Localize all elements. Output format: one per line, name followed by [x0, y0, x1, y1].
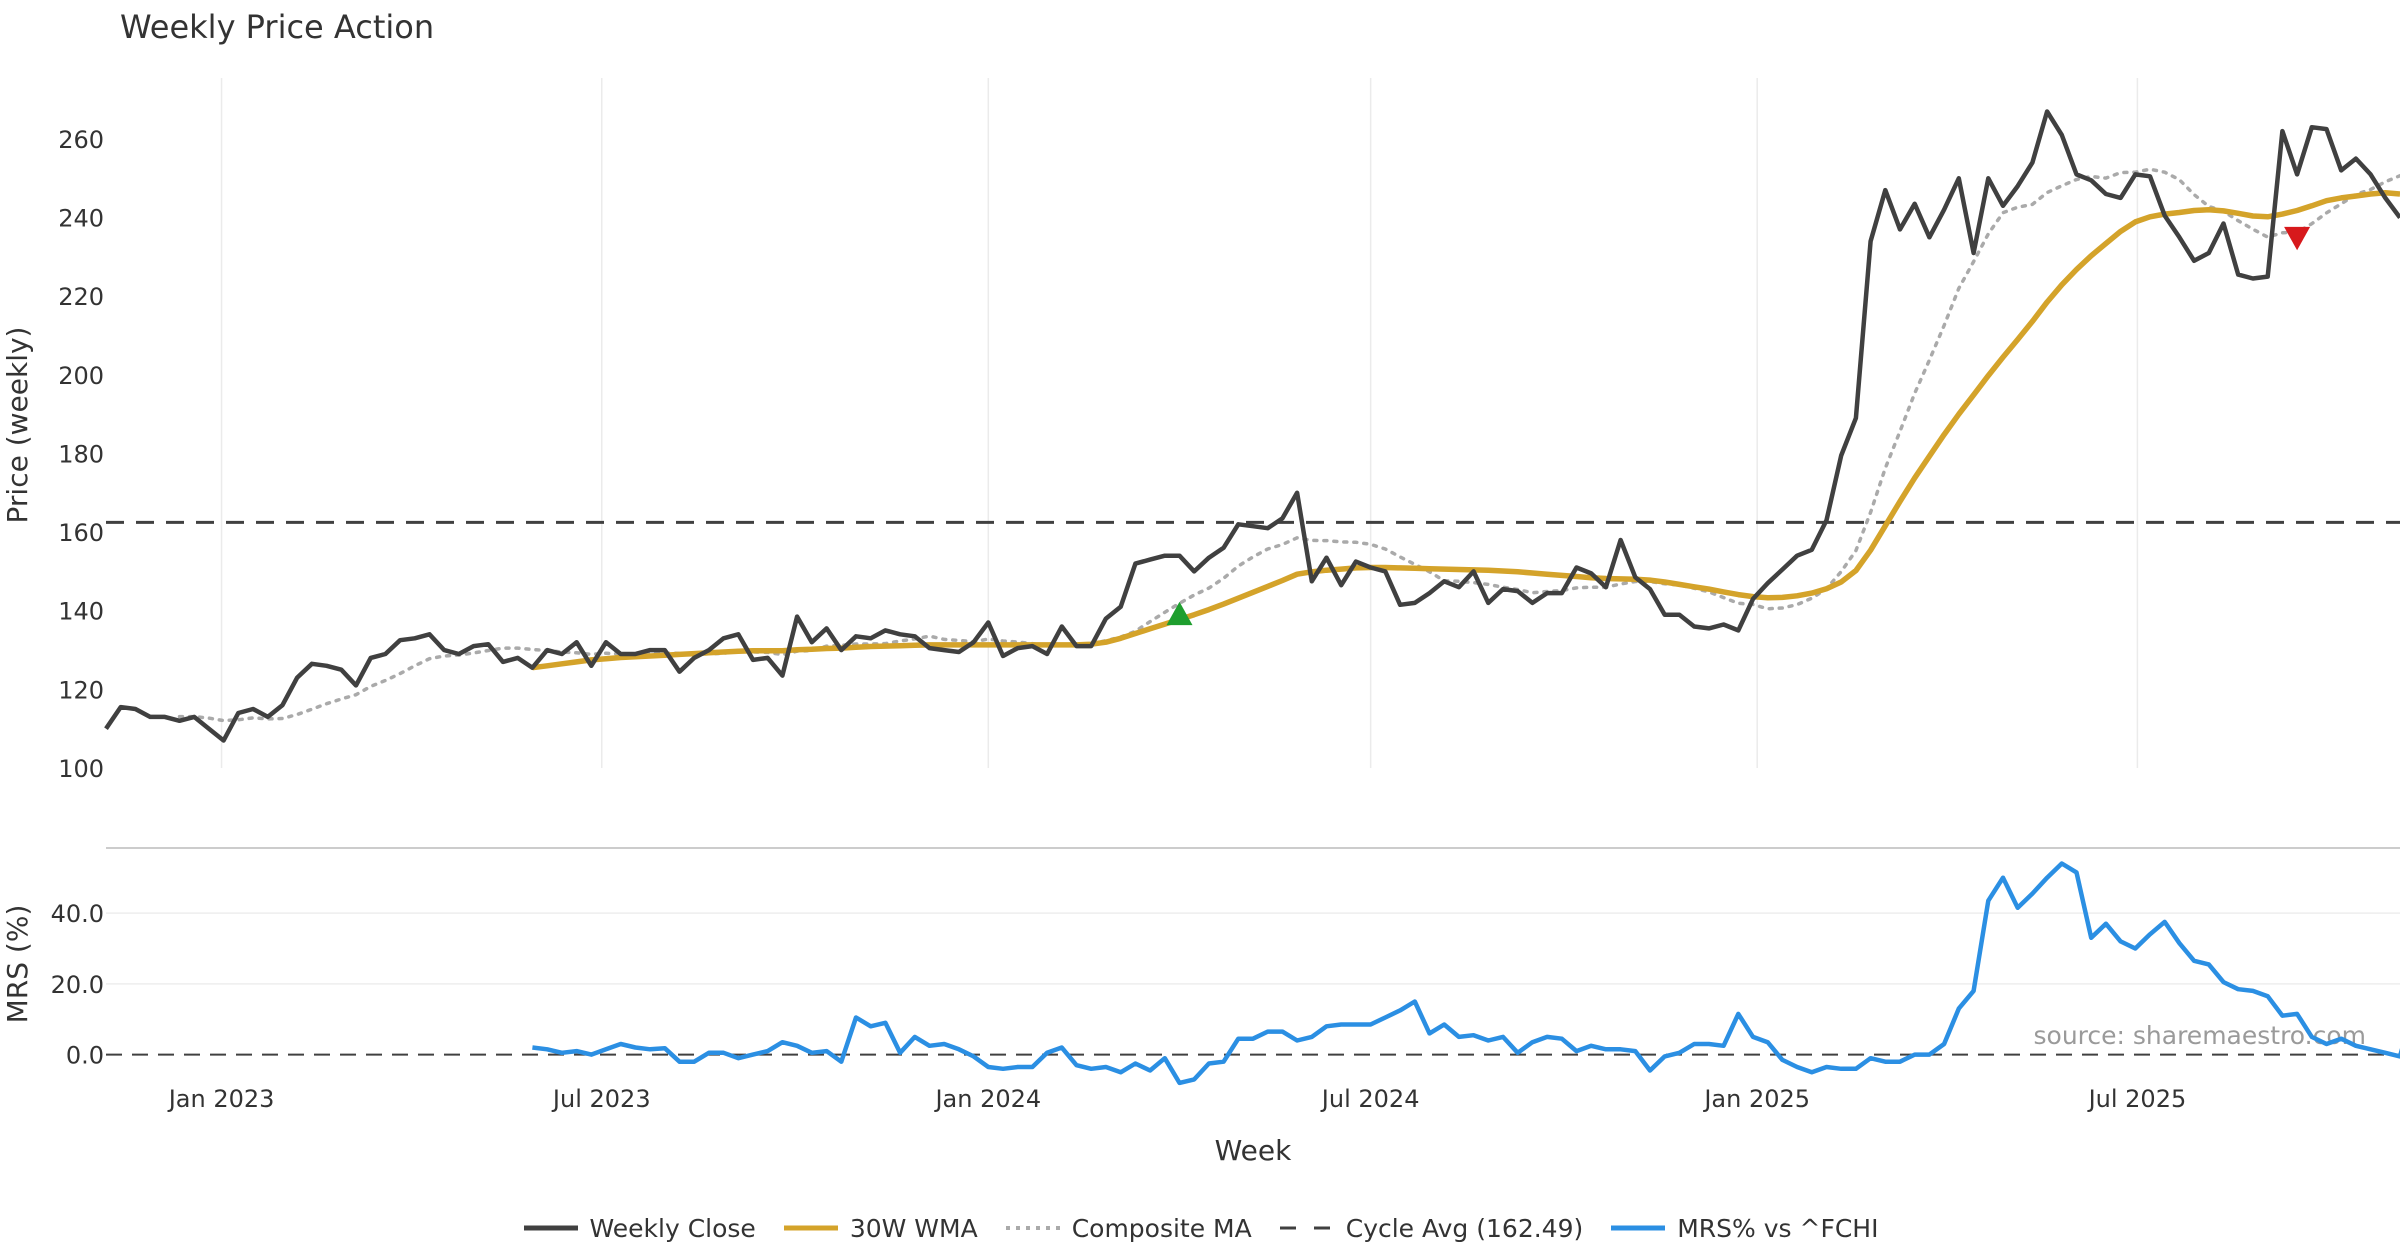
price-y-tick-label: 180: [58, 440, 104, 468]
x-tick-label: Jul 2025: [2087, 1085, 2187, 1113]
weekly-close-line: [104, 109, 2400, 743]
x-axis-label: Week: [1215, 1134, 1292, 1167]
mrs-line: [532, 861, 2400, 1086]
legend-label: MRS% vs ^FCHI: [1677, 1213, 1879, 1243]
x-tick-label: Jan 2024: [933, 1085, 1041, 1113]
legend-item-30w-wma: 30W WMA: [782, 1214, 978, 1243]
vertical-gridlines: [220, 78, 2139, 768]
x-tick-label: Jan 2025: [1702, 1085, 1810, 1113]
mrs-y-axis-label: MRS (%): [1, 905, 34, 1024]
price-series: [104, 109, 2400, 743]
buy-signal-marker: [1166, 601, 1193, 626]
price-y-axis-label: Price (weekly): [1, 327, 34, 524]
composite-ma-line: [177, 167, 2400, 723]
mrs-y-tick-label: 40.0: [51, 900, 104, 928]
chart-title: Weekly Price Action: [120, 8, 434, 46]
x-ticks: Jan 2023 Jul 2023 Jan 2024 Jul 2024 Jan 2025…: [167, 1085, 2187, 1113]
mrs-series: [532, 861, 2400, 1086]
legend-swatch-mrs: [1609, 1222, 1667, 1234]
legend-swatch-composite-ma: [1004, 1222, 1062, 1234]
x-tick-label: Jul 2024: [1320, 1085, 1420, 1113]
mrs-gridlines: [106, 912, 2400, 1056]
legend-swatch-cycle-avg: [1278, 1222, 1336, 1234]
sell-signal-marker: [2284, 226, 2311, 251]
x-tick-label: Jul 2023: [551, 1085, 651, 1113]
legend-label: 30W WMA: [849, 1213, 978, 1243]
price-y-tick-label: 240: [58, 205, 104, 233]
legend-swatch-weekly-close: [522, 1222, 580, 1234]
mrs-y-tick-label: 20.0: [51, 971, 104, 999]
legend-label: Weekly Close: [589, 1213, 756, 1243]
price-y-tick-label: 160: [58, 519, 104, 547]
legend-item-weekly-close: Weekly Close: [522, 1214, 756, 1243]
signal-markers: [1166, 226, 2311, 626]
price-y-ticks: 100 120 140 160 180 200 220 240 260: [58, 126, 104, 783]
price-y-tick-label: 220: [58, 283, 104, 311]
price-y-tick-label: 120: [58, 676, 104, 704]
legend-swatch-30w-wma: [782, 1222, 840, 1234]
x-tick-label: Jan 2023: [167, 1085, 275, 1113]
price-y-tick-label: 260: [58, 126, 104, 154]
legend-label: Cycle Avg (162.49): [1345, 1213, 1584, 1243]
mrs-y-ticks: 0.0 20.0 40.0: [51, 900, 104, 1070]
mrs-y-tick-label: 0.0: [66, 1042, 104, 1070]
price-y-tick-label: 140: [58, 598, 104, 626]
watermark: source: sharemaestro.com: [2034, 1021, 2367, 1050]
price-y-tick-label: 100: [58, 755, 104, 783]
legend-item-mrs: MRS% vs ^FCHI: [1609, 1214, 1878, 1243]
legend-item-cycle-avg: Cycle Avg (162.49): [1278, 1213, 1584, 1243]
legend-label: Composite MA: [1071, 1213, 1252, 1243]
wma-30w-line: [532, 190, 2400, 671]
price-y-tick-label: 200: [58, 362, 104, 390]
legend: Weekly Close 30W WMA Composite MA Cycle …: [0, 1210, 2400, 1246]
legend-item-composite-ma: Composite MA: [1004, 1214, 1252, 1243]
